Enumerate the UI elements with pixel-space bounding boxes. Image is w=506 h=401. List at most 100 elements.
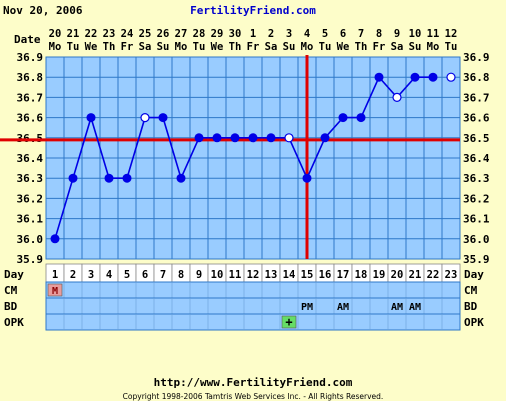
temp-point xyxy=(230,133,240,143)
row-entry-bd: AM xyxy=(409,302,421,313)
date-label: 1 xyxy=(250,28,256,40)
temp-point xyxy=(158,113,168,123)
row-entry-bd: AM xyxy=(337,302,349,313)
row-label-right-bd: BD xyxy=(464,300,478,313)
cycle-day-label: 9 xyxy=(196,269,202,281)
y-tick-right: 36.4 xyxy=(463,152,490,165)
date-label: 10 xyxy=(409,28,422,40)
cycle-day-label: 17 xyxy=(337,269,350,281)
row-label-right-opk: OPK xyxy=(464,316,484,329)
cycle-day-label: 10 xyxy=(211,269,224,281)
temp-point xyxy=(122,173,132,183)
date-stamp: Nov 20, 2006 xyxy=(3,4,83,17)
temp-point xyxy=(194,133,204,143)
date-row-label: Date xyxy=(14,33,41,46)
y-tick-left: 36.6 xyxy=(17,112,44,125)
temp-point xyxy=(266,133,276,143)
y-tick-right: 36.8 xyxy=(463,71,490,84)
row-entry-highlight xyxy=(47,283,63,297)
temp-point xyxy=(320,133,330,143)
y-tick-left: 36.1 xyxy=(17,213,44,226)
y-tick-right: 36.3 xyxy=(463,172,490,185)
temp-line-segment xyxy=(324,117,344,139)
temp-point-open xyxy=(284,133,294,143)
row-entry-bd: PM xyxy=(301,302,313,313)
y-tick-right: 36.2 xyxy=(463,192,490,205)
temp-line-segment xyxy=(180,137,200,179)
cycle-day-label: 21 xyxy=(409,269,422,281)
weekday-label: We xyxy=(85,41,98,53)
temp-point xyxy=(374,72,384,82)
cycle-day-label: 3 xyxy=(88,269,94,281)
brand-title: FertilityFriend.com xyxy=(190,4,316,17)
y-tick-left: 35.9 xyxy=(17,253,44,266)
y-tick-right: 36.7 xyxy=(463,91,490,104)
temp-point xyxy=(212,133,222,143)
weekday-label: Tu xyxy=(319,41,332,53)
row-entry-highlight xyxy=(281,315,297,329)
y-tick-left: 36.4 xyxy=(17,152,44,165)
date-label: 27 xyxy=(175,28,188,40)
weekday-label: Mo xyxy=(427,41,440,53)
cycle-day-label: 22 xyxy=(427,269,440,281)
row-band xyxy=(45,281,461,299)
y-tick-left: 36.3 xyxy=(17,172,44,185)
weekday-label: Th xyxy=(229,41,242,53)
cycle-day-label: 7 xyxy=(160,269,166,281)
temp-point xyxy=(104,173,114,183)
weekday-label: Su xyxy=(409,41,422,53)
weekday-label: Th xyxy=(355,41,368,53)
cycle-day-label: 23 xyxy=(445,269,458,281)
weekday-label: Tu xyxy=(67,41,80,53)
temp-point xyxy=(176,173,186,183)
footer-copyright: Copyright 1998-2006 Tamtris Web Services… xyxy=(123,392,384,401)
temp-line-segment xyxy=(90,117,110,179)
cycle-day-label: 14 xyxy=(283,269,296,281)
footer-url: http://www.FertilityFriend.com xyxy=(154,376,353,389)
date-label: 28 xyxy=(193,28,206,40)
temp-line-segment xyxy=(72,117,92,179)
y-tick-right: 36.6 xyxy=(463,112,490,125)
date-label: 6 xyxy=(340,28,346,40)
weekday-label: Fr xyxy=(373,41,386,53)
row-entry-bd: AM xyxy=(391,302,403,313)
temp-point-open xyxy=(446,72,456,82)
y-tick-right: 36.5 xyxy=(463,132,490,145)
day-row-label: Day xyxy=(4,268,24,281)
cycle-day-label: 19 xyxy=(373,269,386,281)
weekday-label: Tu xyxy=(445,41,458,53)
cycle-day-label: 5 xyxy=(124,269,130,281)
row-label-opk: OPK xyxy=(4,316,24,329)
cycle-day-label: 13 xyxy=(265,269,278,281)
temp-point xyxy=(302,173,312,183)
row-entry-cm: M xyxy=(52,286,58,297)
temp-line-segment xyxy=(54,177,74,240)
weekday-label: Su xyxy=(157,41,170,53)
date-label: 3 xyxy=(286,28,292,40)
weekday-label: We xyxy=(337,41,350,53)
row-entry-opk: + xyxy=(285,315,292,329)
date-label: 11 xyxy=(427,28,440,40)
date-label: 30 xyxy=(229,28,242,40)
date-label: 2 xyxy=(268,28,274,40)
date-label: 26 xyxy=(157,28,170,40)
weekday-label: Tu xyxy=(193,41,206,53)
date-label: 9 xyxy=(394,28,400,40)
weekday-label: Sa xyxy=(391,41,404,53)
y-tick-left: 36.9 xyxy=(17,51,44,64)
date-label: 21 xyxy=(67,28,80,40)
y-tick-left: 36.5 xyxy=(17,132,44,145)
temp-point xyxy=(338,113,348,123)
weekday-label: Mo xyxy=(175,41,188,53)
temp-point xyxy=(356,113,366,123)
row-label-cm: CM xyxy=(4,284,18,297)
y-tick-left: 36.0 xyxy=(17,233,44,246)
temp-point xyxy=(86,113,96,123)
day-row-label-right: Day xyxy=(464,268,484,281)
date-label: 25 xyxy=(139,28,152,40)
y-tick-left: 36.2 xyxy=(17,192,44,205)
cycle-day-label: 12 xyxy=(247,269,260,281)
date-label: 12 xyxy=(445,28,458,40)
weekday-label: Mo xyxy=(301,41,314,53)
date-label: 7 xyxy=(358,28,364,40)
